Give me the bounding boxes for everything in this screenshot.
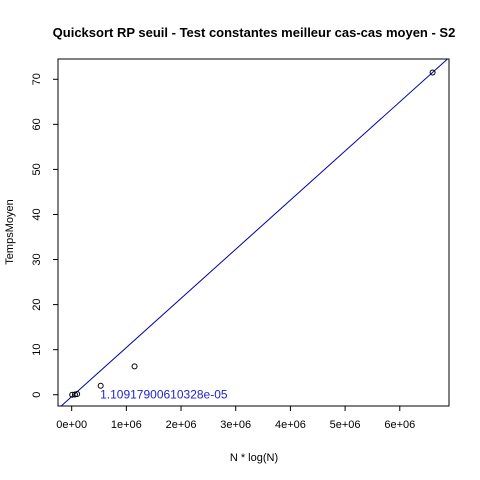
data-point bbox=[97, 382, 104, 389]
x-axis-label: N * log(N) bbox=[230, 452, 278, 464]
y-tick-label: 70 bbox=[31, 73, 43, 85]
x-axis: 0e+00 1e+06 2e+06 3e+06 4e+06 5e+06 6e+06 bbox=[56, 405, 415, 431]
plot-area-frame bbox=[57, 58, 450, 407]
x-tick-label: 6e+06 bbox=[384, 419, 415, 431]
y-tick-label: 20 bbox=[31, 298, 43, 310]
y-tick-label: 10 bbox=[31, 344, 43, 356]
data-point bbox=[74, 391, 81, 398]
x-tick-label: 3e+06 bbox=[220, 419, 251, 431]
y-axis: 0 10 20 30 40 50 60 70 bbox=[31, 73, 59, 398]
slope-annotation: 1.10917900610328e-05 bbox=[100, 388, 228, 402]
regression-line bbox=[60, 59, 449, 406]
chart-title: Quicksort RP seuil - Test constantes mei… bbox=[53, 25, 456, 40]
x-tick-label: 0e+00 bbox=[56, 419, 87, 431]
y-axis-label: TempsMoyen bbox=[4, 199, 16, 264]
y-tick-label: 40 bbox=[31, 208, 43, 220]
y-tick-label: 30 bbox=[31, 253, 43, 265]
data-point bbox=[429, 69, 436, 76]
y-tick-label: 60 bbox=[31, 118, 43, 130]
x-tick-label: 1e+06 bbox=[111, 419, 142, 431]
y-tick-label: 50 bbox=[31, 163, 43, 175]
x-tick-label: 5e+06 bbox=[330, 419, 361, 431]
y-tick-label: 0 bbox=[31, 392, 43, 398]
x-tick-label: 2e+06 bbox=[166, 419, 197, 431]
data-point bbox=[131, 363, 138, 370]
plot-content: 1.10917900610328e-05 bbox=[60, 59, 449, 406]
x-tick-label: 4e+06 bbox=[275, 419, 306, 431]
